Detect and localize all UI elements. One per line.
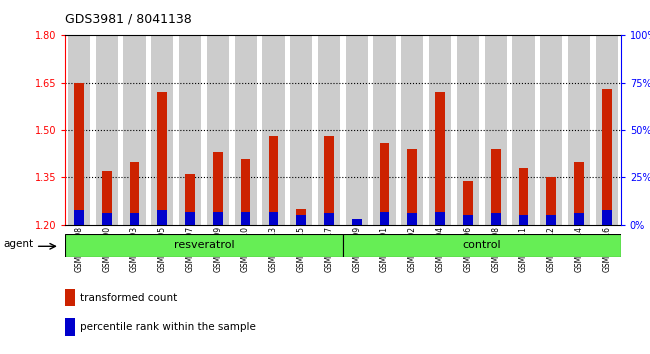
Bar bbox=[263, 35, 285, 225]
Text: agent: agent bbox=[3, 239, 33, 249]
Bar bbox=[491, 213, 500, 225]
Bar bbox=[74, 83, 84, 225]
Bar bbox=[491, 149, 500, 225]
Bar bbox=[602, 210, 612, 225]
Text: transformed count: transformed count bbox=[80, 292, 177, 303]
Bar bbox=[102, 171, 112, 225]
Text: control: control bbox=[463, 240, 501, 250]
Bar bbox=[213, 152, 223, 225]
Bar bbox=[240, 159, 250, 225]
Bar bbox=[568, 35, 590, 225]
Bar bbox=[102, 213, 112, 225]
Bar bbox=[268, 136, 278, 225]
Bar bbox=[346, 35, 368, 225]
Bar bbox=[574, 213, 584, 225]
Bar bbox=[65, 289, 75, 307]
Text: resveratrol: resveratrol bbox=[174, 240, 234, 250]
FancyBboxPatch shape bbox=[343, 234, 621, 257]
Bar bbox=[463, 215, 473, 225]
Bar bbox=[602, 89, 612, 225]
Bar bbox=[352, 219, 361, 225]
Bar bbox=[401, 35, 423, 225]
Bar bbox=[574, 162, 584, 225]
Bar bbox=[429, 35, 451, 225]
Bar bbox=[547, 177, 556, 225]
Bar bbox=[129, 213, 139, 225]
Bar bbox=[207, 35, 229, 225]
Bar bbox=[380, 143, 389, 225]
Bar bbox=[157, 92, 167, 225]
Bar bbox=[596, 35, 618, 225]
Bar bbox=[185, 174, 195, 225]
Bar bbox=[352, 222, 361, 225]
Bar bbox=[463, 181, 473, 225]
Bar bbox=[65, 318, 75, 336]
Bar bbox=[68, 35, 90, 225]
Bar bbox=[290, 35, 312, 225]
FancyBboxPatch shape bbox=[65, 234, 343, 257]
Bar bbox=[240, 212, 250, 225]
Bar bbox=[96, 35, 118, 225]
Bar bbox=[268, 212, 278, 225]
Bar bbox=[129, 162, 139, 225]
Bar bbox=[436, 212, 445, 225]
Bar bbox=[512, 35, 534, 225]
Text: GDS3981 / 8041138: GDS3981 / 8041138 bbox=[65, 12, 192, 25]
Bar bbox=[213, 212, 223, 225]
Bar bbox=[296, 209, 306, 225]
Bar bbox=[324, 213, 334, 225]
Bar bbox=[380, 212, 389, 225]
Bar bbox=[436, 92, 445, 225]
Bar bbox=[235, 35, 257, 225]
Bar bbox=[324, 136, 334, 225]
Bar bbox=[296, 215, 306, 225]
Bar bbox=[547, 215, 556, 225]
Bar bbox=[519, 168, 528, 225]
Bar bbox=[519, 215, 528, 225]
Bar bbox=[179, 35, 201, 225]
Bar bbox=[185, 212, 195, 225]
Bar bbox=[408, 149, 417, 225]
Bar bbox=[374, 35, 396, 225]
Bar bbox=[318, 35, 340, 225]
Bar bbox=[457, 35, 479, 225]
Text: percentile rank within the sample: percentile rank within the sample bbox=[80, 322, 255, 332]
Bar bbox=[540, 35, 562, 225]
Bar bbox=[74, 210, 84, 225]
Bar bbox=[157, 210, 167, 225]
Bar bbox=[124, 35, 146, 225]
Bar bbox=[408, 213, 417, 225]
Bar bbox=[151, 35, 174, 225]
Bar bbox=[485, 35, 507, 225]
